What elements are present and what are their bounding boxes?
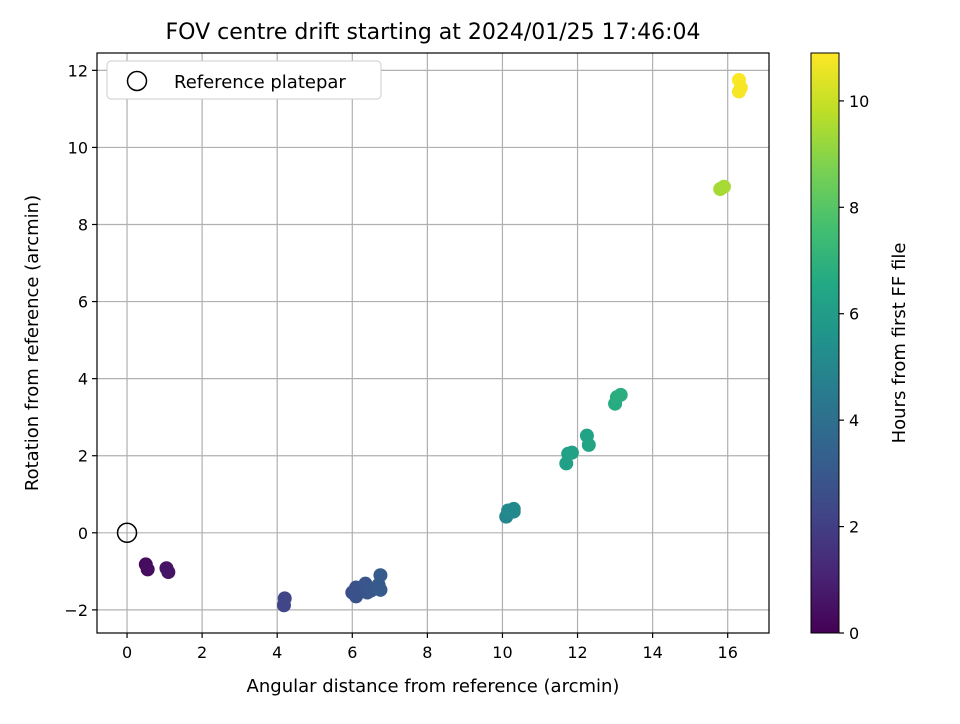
data-point xyxy=(276,598,291,613)
data-point xyxy=(733,80,748,95)
x-tick-label: 0 xyxy=(122,643,132,662)
x-tick-label: 14 xyxy=(642,643,662,662)
x-tick-label: 12 xyxy=(567,643,587,662)
y-tick-label: 4 xyxy=(78,370,88,389)
colorbar: 0 2 4 6 8 10 Hours from first FF file xyxy=(810,52,910,643)
legend: Reference platepar xyxy=(106,60,382,100)
data-point xyxy=(716,179,731,194)
data-points xyxy=(116,72,748,613)
colorbar-label: Hours from first FF file xyxy=(889,243,910,444)
data-point xyxy=(581,437,596,452)
x-tick-label: 10 xyxy=(492,643,512,662)
legend-reference-marker xyxy=(126,70,148,92)
reference-platepar-marker xyxy=(116,522,138,544)
x-tick-label: 6 xyxy=(347,643,357,662)
data-point xyxy=(161,565,176,580)
axis-ticks: 0 2 4 6 8 10 12 14 16 −2 0 2 4 6 8 10 12 xyxy=(64,61,737,662)
colorbar-tick-label: 2 xyxy=(849,518,859,537)
colorbar-gradient xyxy=(810,52,840,634)
x-tick-label: 2 xyxy=(197,643,207,662)
data-point xyxy=(613,387,628,402)
data-point xyxy=(140,562,155,577)
y-tick-label: 6 xyxy=(78,293,88,312)
colorbar-tick-label: 10 xyxy=(849,92,869,111)
y-tick-label: 0 xyxy=(78,524,88,543)
legend-label-reference: Reference platepar xyxy=(174,72,346,93)
colorbar-ticks: 0 2 4 6 8 10 xyxy=(839,92,869,643)
colorbar-tick-label: 0 xyxy=(849,624,859,643)
x-tick-label: 16 xyxy=(718,643,738,662)
y-tick-label: 2 xyxy=(78,447,88,466)
colorbar-tick-label: 6 xyxy=(849,305,859,324)
data-point xyxy=(371,577,386,592)
legend-box xyxy=(106,60,382,100)
data-point xyxy=(564,445,579,460)
x-axis-label: Angular distance from reference (arcmin) xyxy=(247,676,620,697)
x-tick-label: 4 xyxy=(272,643,282,662)
chart-title: FOV centre drift starting at 2024/01/25 … xyxy=(166,20,701,45)
y-axis-label: Rotation from reference (arcmin) xyxy=(22,195,43,491)
y-tick-label: 12 xyxy=(68,61,88,80)
colorbar-tick-label: 8 xyxy=(849,198,859,217)
grid-lines xyxy=(97,53,769,633)
y-tick-label: 8 xyxy=(78,215,88,234)
axes-frame xyxy=(96,52,770,634)
data-point xyxy=(506,501,521,516)
data-point xyxy=(349,589,364,604)
colorbar-tick-label: 4 xyxy=(849,411,859,430)
y-tick-label: −2 xyxy=(64,601,88,620)
y-tick-label: 10 xyxy=(68,138,88,157)
x-tick-label: 8 xyxy=(422,643,432,662)
